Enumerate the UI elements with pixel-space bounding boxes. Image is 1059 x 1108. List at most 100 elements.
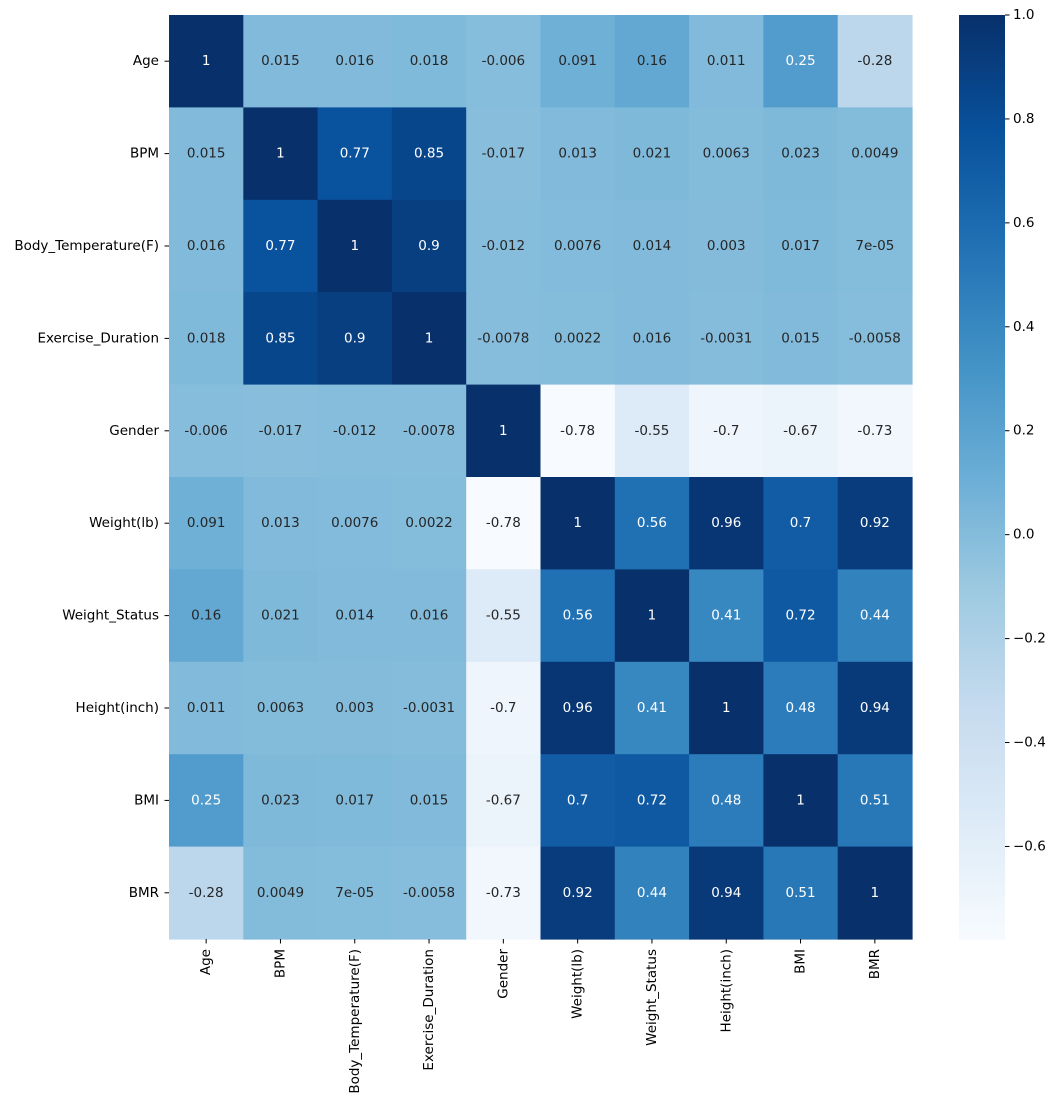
cell-annotation: 0.018 (410, 53, 449, 69)
colorbar-tick-label: 0.8 (1013, 111, 1034, 127)
cell-annotation: 0.16 (637, 53, 667, 69)
heatmap-cell (540, 384, 616, 478)
heatmap-cell (391, 846, 467, 940)
cell-annotation: -0.73 (486, 885, 521, 901)
cell-annotation: -0.78 (560, 423, 595, 439)
y-tick-label: Exercise_Duration (37, 330, 159, 346)
cell-annotation: 0.92 (563, 885, 593, 901)
cell-annotation: -0.0031 (403, 700, 455, 716)
heatmap-cell (540, 754, 616, 848)
cell-annotation: -0.28 (857, 53, 892, 69)
cell-annotation: 0.013 (261, 515, 300, 531)
x-tick-label: Age (198, 949, 214, 975)
cell-annotation: 0.003 (707, 238, 746, 254)
heatmap-cell (243, 15, 319, 108)
heatmap-cell (614, 292, 690, 386)
cell-annotation: 0.003 (335, 700, 374, 716)
heatmap-cell (169, 292, 244, 386)
cell-annotation: 0.48 (786, 700, 816, 716)
heatmap-cell (169, 661, 244, 755)
heatmap-cell (837, 846, 913, 940)
colorbar: 1.0 0.8 0.6 0.4 0.2 0.0 −0.2 −0.4 −0.6 (959, 7, 1046, 940)
cell-annotation: 0.021 (633, 146, 672, 162)
y-tick-label: BMR (129, 885, 159, 901)
colorbar-tick-label: 0.0 (1013, 527, 1034, 543)
heatmap-cell (243, 569, 319, 663)
cell-annotation: 0.023 (261, 792, 300, 808)
cell-annotation: 0.017 (781, 238, 820, 254)
cell-annotation: 0.51 (860, 792, 890, 808)
cell-annotation: 1 (796, 792, 805, 808)
cell-annotation: 0.0049 (851, 146, 898, 162)
heatmap-cell (763, 15, 839, 108)
heatmap-cell (540, 107, 616, 201)
cell-annotation: 0.9 (344, 330, 365, 346)
cell-annotation: 0.7 (567, 792, 588, 808)
y-tick-label: BMI (134, 792, 159, 808)
heatmap-cell (169, 754, 244, 848)
cell-annotation: 0.0022 (554, 330, 601, 346)
cell-annotation: 0.015 (261, 53, 300, 69)
cell-annotation: 0.014 (633, 238, 672, 254)
heatmap-cell (540, 661, 616, 755)
heatmap-cell (689, 661, 764, 755)
cell-annotation: -0.0058 (403, 885, 455, 901)
heatmap-cell (614, 199, 690, 293)
cell-annotation: 0.016 (187, 238, 226, 254)
cell-annotation: 0.0049 (257, 885, 304, 901)
heatmap-cell (540, 15, 616, 108)
cell-annotation: 0.011 (707, 53, 746, 69)
cell-annotation: -0.7 (713, 423, 739, 439)
heatmap-cell (614, 846, 690, 940)
heatmap-cell (391, 292, 467, 386)
cell-annotation: 7e-05 (855, 238, 894, 254)
cell-annotation: -0.28 (189, 885, 224, 901)
heatmap-cell (689, 477, 764, 570)
heatmap-cell (540, 292, 616, 386)
colorbar-tick-label: 0.6 (1013, 215, 1034, 231)
colorbar-tick-label: 0.4 (1013, 319, 1034, 335)
heatmap-cell (466, 107, 542, 201)
heatmap-cell (837, 15, 913, 108)
cell-annotation: -0.012 (333, 423, 377, 439)
heatmap-cell (243, 661, 319, 755)
heatmap-cell (540, 477, 616, 570)
cell-annotation: 0.023 (781, 146, 820, 162)
y-tick-label: Body_Temperature(F) (14, 238, 159, 254)
heatmap-cell (689, 846, 764, 940)
cell-annotation: 1 (350, 238, 359, 254)
cell-annotation: -0.0031 (700, 330, 752, 346)
cell-annotation: 0.0022 (405, 515, 452, 531)
heatmap-cell (837, 754, 913, 848)
cell-annotation: 0.41 (711, 608, 741, 624)
heatmap-cell (243, 107, 319, 201)
cell-annotation: 0.44 (860, 608, 890, 624)
heatmap-cell (317, 754, 393, 848)
cell-annotation: 0.48 (711, 792, 741, 808)
cell-annotation: 1 (202, 53, 211, 69)
x-tick-label: BMR (867, 949, 883, 979)
heatmap-cell (169, 569, 244, 663)
cell-annotation: 0.0063 (257, 700, 304, 716)
cell-annotation: 7e-05 (335, 885, 374, 901)
cell-annotation: 0.016 (633, 330, 672, 346)
cell-annotation: 0.9 (418, 238, 439, 254)
heatmap-cell (689, 569, 764, 663)
heatmap-cell (466, 292, 542, 386)
cell-annotation: 0.015 (187, 146, 226, 162)
cell-annotation: 0.85 (265, 330, 295, 346)
heatmap-cell (391, 754, 467, 848)
x-tick-label: BMI (793, 949, 809, 974)
cell-annotation: -0.017 (482, 146, 526, 162)
cell-annotation: 0.96 (711, 515, 741, 531)
x-tick-label: Weight(lb) (570, 949, 586, 1019)
cell-annotation: 0.56 (563, 608, 593, 624)
heatmap-cell (317, 846, 393, 940)
heatmap-annotations: 1 0.015 0.016 0.018 -0.006 0.091 0.16 0.011 0.25… (184, 53, 901, 901)
cell-annotation: 0.016 (410, 608, 449, 624)
cell-annotation: 0.72 (786, 608, 816, 624)
heatmap-cell (763, 569, 839, 663)
heatmap-cell (837, 107, 913, 201)
heatmap-cell (466, 661, 542, 755)
heatmap-cell (466, 754, 542, 848)
